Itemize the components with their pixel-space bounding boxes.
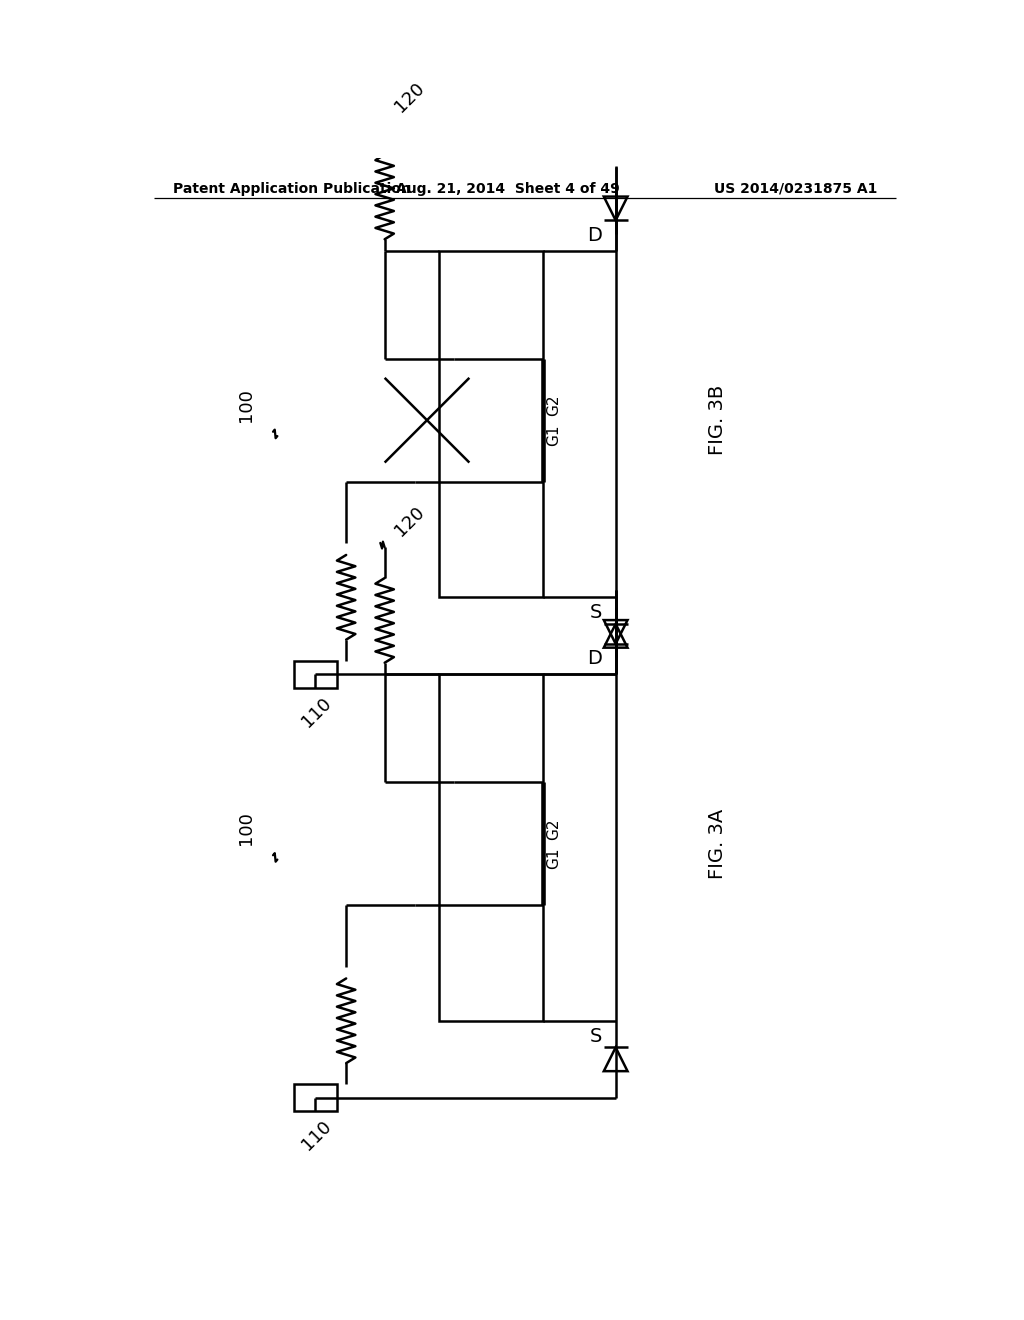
Text: D: D	[587, 226, 602, 244]
Text: 120: 120	[391, 79, 428, 116]
Text: Patent Application Publication: Patent Application Publication	[173, 182, 411, 195]
Text: G2: G2	[547, 395, 561, 416]
Text: 100: 100	[238, 812, 255, 845]
Text: 110: 110	[298, 694, 335, 731]
Text: 110: 110	[298, 1118, 335, 1154]
Bar	[294, 661, 337, 688]
Bar	[438, 251, 543, 598]
Text: S: S	[590, 603, 602, 623]
Text: FIG. 3A: FIG. 3A	[708, 809, 727, 879]
Text: US 2014/0231875 A1: US 2014/0231875 A1	[714, 182, 878, 195]
Text: G2: G2	[547, 818, 561, 840]
Text: FIG. 3B: FIG. 3B	[708, 385, 727, 455]
Text: 100: 100	[238, 388, 255, 421]
Text: G1: G1	[547, 424, 561, 446]
Bar	[294, 1084, 337, 1111]
Text: S: S	[590, 1027, 602, 1045]
Text: G1: G1	[547, 847, 561, 869]
Text: Aug. 21, 2014  Sheet 4 of 49: Aug. 21, 2014 Sheet 4 of 49	[396, 182, 620, 195]
Text: 120: 120	[391, 503, 428, 540]
Bar	[438, 675, 543, 1020]
Text: D: D	[587, 649, 602, 668]
